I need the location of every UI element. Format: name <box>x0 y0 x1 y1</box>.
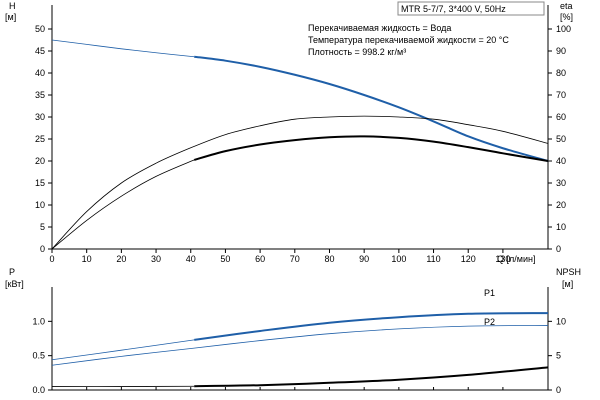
info-line-density: Плотность = 998.2 кг/м³ <box>308 47 406 57</box>
top-right-tick-label: 40 <box>556 156 566 166</box>
x-tick-label: 40 <box>186 254 196 264</box>
top-left-axis-title-line1: H <box>9 1 16 11</box>
bottom-ticks: 0.0 0.5 1.0 0 5 10 <box>32 316 566 395</box>
top-left-tick-label: 5 <box>40 222 45 232</box>
x-tick-label: 20 <box>116 254 126 264</box>
x-tick-label: 50 <box>220 254 230 264</box>
top-left-tick-label: 0 <box>40 244 45 254</box>
bottom-left-tick-label: 0.0 <box>32 385 45 395</box>
x-tick-label: 120 <box>461 254 476 264</box>
x-tick-label: 80 <box>324 254 334 264</box>
top-series-0-thin-line <box>51 39 195 58</box>
top-left-tick-label: 30 <box>35 112 45 122</box>
top-right-tick-label: 70 <box>556 90 566 100</box>
series-label-p1: P1 <box>484 288 495 298</box>
top-right-tick-label: 20 <box>556 200 566 210</box>
bottom-left-tick-label: 1.0 <box>32 316 45 326</box>
top-series <box>51 39 549 250</box>
x-tick-label: 90 <box>359 254 369 264</box>
bottom-series-2-line <box>194 366 549 388</box>
bottom-left-tick-label: 0.5 <box>32 351 45 361</box>
info-line-fluid: Перекачиваемая жидкость = Вода <box>308 23 451 33</box>
bottom-left-axis-title-line2: [кВт] <box>5 279 24 289</box>
top-series-2-thin-line <box>51 159 195 250</box>
bottom-chart: 0.0 0.5 1.0 0 5 10 P [кВт] NPSH [м] P1 P2 <box>5 267 581 395</box>
top-chart: 0 10 20 30 40 50 60 70 80 90 100 110 120 130051015202… <box>5 1 573 264</box>
top-ticks: 0 10 20 30 40 50 60 70 80 90 100 110 120 130051015202… <box>35 24 571 264</box>
top-right-tick-label: 50 <box>556 134 566 144</box>
x-tick-label: 130 <box>495 254 510 264</box>
top-right-tick-label: 10 <box>556 222 566 232</box>
top-left-tick-label: 10 <box>35 200 45 210</box>
top-right-axis-title-line1: eta <box>560 1 573 11</box>
bottom-right-tick-label: 0 <box>556 385 561 395</box>
x-tick-label: 0 <box>49 254 54 264</box>
top-left-tick-label: 35 <box>35 90 45 100</box>
top-right-tick-label: 80 <box>556 68 566 78</box>
top-right-tick-label: 90 <box>556 46 566 56</box>
top-left-axis-title-line2: [м] <box>5 12 16 22</box>
bottom-series-1-thin-line <box>51 325 549 366</box>
x-tick-label: 60 <box>255 254 265 264</box>
top-left-tick-label: 15 <box>35 178 45 188</box>
top-series-0-line <box>194 55 549 162</box>
x-tick-label: 100 <box>391 254 406 264</box>
top-right-tick-label: 30 <box>556 178 566 188</box>
top-left-tick-label: 20 <box>35 156 45 166</box>
top-left-tick-label: 40 <box>35 68 45 78</box>
top-right-tick-label: 60 <box>556 112 566 122</box>
top-left-tick-label: 45 <box>35 46 45 56</box>
top-series-1-thin-line <box>51 115 549 250</box>
top-right-axis-title-line2: [%] <box>560 12 573 22</box>
top-series-2-line <box>193 135 549 162</box>
chart-title-box <box>397 1 545 16</box>
top-right-tick-label: 100 <box>556 24 571 34</box>
top-left-tick-label: 25 <box>35 134 45 144</box>
bottom-right-axis-title-line2: [м] <box>562 279 573 289</box>
bottom-right-tick-label: 10 <box>556 316 566 326</box>
top-left-tick-label: 50 <box>35 24 45 34</box>
bottom-right-axis-title-line1: NPSH <box>556 267 581 277</box>
x-tick-label: 70 <box>290 254 300 264</box>
bottom-series-0-line <box>194 312 549 341</box>
x-tick-label: 110 <box>426 254 440 264</box>
chart-title: MTR 5-7/7, 3*400 V, 50Hz <box>401 4 506 14</box>
bottom-series <box>51 312 549 388</box>
x-axis-title: Q [л/мин] <box>497 254 535 264</box>
top-right-tick-label: 0 <box>556 244 561 254</box>
bottom-series-0-thin-line <box>51 339 195 361</box>
info-line-temperature: Температура перекачиваемой жидкости = 20… <box>308 35 509 45</box>
bottom-left-axis-title-line1: P <box>9 267 15 277</box>
x-tick-label: 10 <box>82 254 92 264</box>
bottom-right-tick-label: 5 <box>556 351 561 361</box>
x-tick-label: 30 <box>151 254 161 264</box>
series-label-p2: P2 <box>484 317 495 327</box>
